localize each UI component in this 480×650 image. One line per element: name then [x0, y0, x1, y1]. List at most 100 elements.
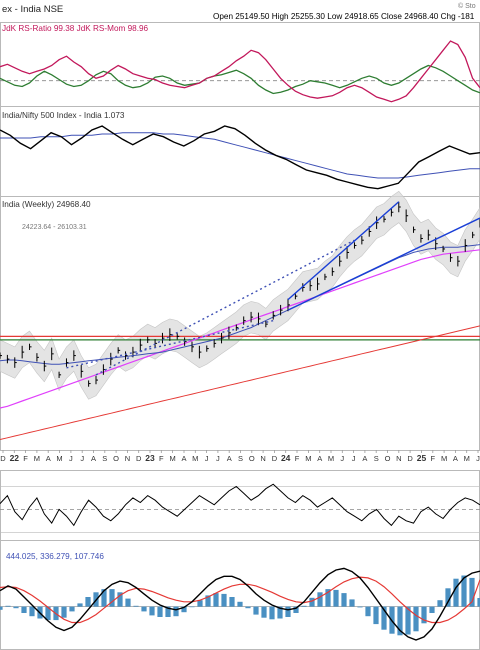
macd-histogram-bar: [117, 592, 123, 607]
rising-wedge-upper: [287, 201, 400, 301]
x-tick-label: N: [260, 454, 265, 463]
x-tick-label: M: [441, 454, 447, 463]
x-tick-label: A: [362, 454, 367, 463]
rs-moving-average-line: [0, 132, 480, 179]
x-tick-label: 25: [417, 453, 427, 463]
x-tick-label: O: [385, 454, 391, 463]
macd-histogram-bar: [421, 606, 427, 624]
macd-histogram-bar: [261, 606, 267, 618]
medium-moving-average-line: [0, 249, 480, 409]
x-tick-label: 24: [281, 453, 291, 463]
macd-histogram-bar: [181, 606, 187, 613]
macd-line: [0, 567, 480, 641]
macd-histogram-bar: [61, 606, 67, 618]
macd-histogram-bar: [349, 599, 355, 607]
macd-histogram-bar: [45, 606, 51, 621]
macd-histogram-bar: [365, 606, 371, 617]
x-tick-label: D: [0, 454, 6, 463]
x-tick-label: A: [317, 454, 322, 463]
x-tick-label: N: [396, 454, 401, 463]
x-tick-label: M: [305, 454, 311, 463]
macd-histogram-bar: [165, 606, 171, 617]
x-tick-label: M: [464, 454, 470, 463]
macd-histogram-bar: [437, 600, 443, 607]
ohlc-readout: Open 25149.50 High 25255.30 Low 24918.65…: [213, 12, 475, 21]
long-moving-average-line: [0, 325, 480, 440]
macd-histogram-bar: [157, 606, 163, 617]
upper-dotted-trendline: [95, 239, 355, 376]
macd-legend: 444.025, 336.279, 107.746: [6, 552, 104, 561]
x-tick-label: J: [216, 454, 220, 463]
bb-legend: 24223.64 - 26103.31: [22, 224, 87, 231]
x-tick-label: M: [192, 454, 198, 463]
short-moving-average-line: [0, 244, 480, 365]
rs-ratio-line: [0, 40, 480, 103]
relative-strength-line: [0, 125, 480, 190]
x-tick-label: J: [476, 454, 480, 463]
macd-histogram-bar: [453, 578, 459, 607]
macd-histogram-bar: [13, 606, 19, 609]
oscillator-line: [0, 483, 480, 527]
macd-histogram-bar: [333, 589, 339, 607]
x-tick-label: S: [102, 454, 107, 463]
x-tick-label: J: [205, 454, 209, 463]
x-tick-label: J: [340, 454, 344, 463]
x-tick-label: J: [69, 454, 73, 463]
macd-histogram-bar: [397, 606, 403, 636]
macd-histogram-bar: [429, 606, 435, 613]
chart-title: ex - India NSE: [2, 4, 63, 15]
x-tick-label: A: [227, 454, 232, 463]
x-tick-label: M: [34, 454, 40, 463]
x-tick-label: 22: [10, 453, 20, 463]
macd-histogram-bar: [221, 593, 227, 607]
x-tick-label: 23: [145, 453, 155, 463]
bollinger-band-area: [0, 190, 480, 400]
macd-histogram-bar: [125, 598, 131, 607]
x-tick-label: F: [431, 454, 436, 463]
x-tick-label: D: [407, 454, 413, 463]
macd-histogram-bar: [229, 597, 235, 607]
macd-histogram-bar: [69, 606, 75, 612]
macd-histogram-bar: [237, 601, 243, 607]
macd-histogram-bar: [357, 606, 363, 608]
x-tick-label: F: [23, 454, 28, 463]
bollinger-band: [0, 190, 480, 400]
macd-histogram-bar: [109, 589, 115, 607]
macd-signal-line: [0, 576, 480, 624]
macd-histogram-bar: [469, 577, 475, 607]
macd-histogram-bar: [133, 605, 139, 607]
macd-histogram-bar: [173, 606, 179, 617]
x-tick-label: M: [328, 454, 334, 463]
x-tick-label: A: [453, 454, 458, 463]
macd-histogram-bar: [285, 606, 291, 617]
macd-histogram-bar: [461, 575, 467, 607]
indicator-lines: [0, 40, 480, 641]
macd-histogram-bar: [29, 606, 35, 617]
macd-histogram-bar: [445, 588, 451, 607]
rs-momentum-line: [0, 64, 480, 95]
x-tick-label: D: [136, 454, 142, 463]
macd-histogram-bar: [277, 606, 283, 619]
macd-histogram-bar: [77, 603, 83, 607]
macd-histogram-bar: [405, 606, 411, 635]
macd-histogram-bar: [101, 589, 107, 607]
macd-histogram-bar: [21, 606, 27, 613]
x-tick-label: F: [159, 454, 164, 463]
lower-dotted-trendline: [66, 319, 274, 369]
macd-histogram-bar: [373, 606, 379, 625]
macd-histogram-bar: [149, 606, 155, 616]
price-legend: India (Weekly) 24968.40: [2, 200, 91, 209]
macd-histogram-bar: [245, 606, 251, 609]
x-tick-label: D: [272, 454, 278, 463]
x-tick-label: O: [249, 454, 255, 463]
x-tick-label: F: [295, 454, 300, 463]
macd-histogram-bar: [189, 606, 195, 608]
x-axis-ticks: D 22 F M A M J J A S O N D 23 F M A M J J A S O N D 24 F M A M J J A S O N D…: [0, 450, 480, 463]
x-tick-label: O: [113, 454, 119, 463]
x-tick-label: S: [374, 454, 379, 463]
macd-histogram-bar: [205, 595, 211, 607]
x-tick-label: N: [125, 454, 130, 463]
macd-histogram-bar: [309, 597, 315, 607]
x-tick-label: J: [352, 454, 356, 463]
